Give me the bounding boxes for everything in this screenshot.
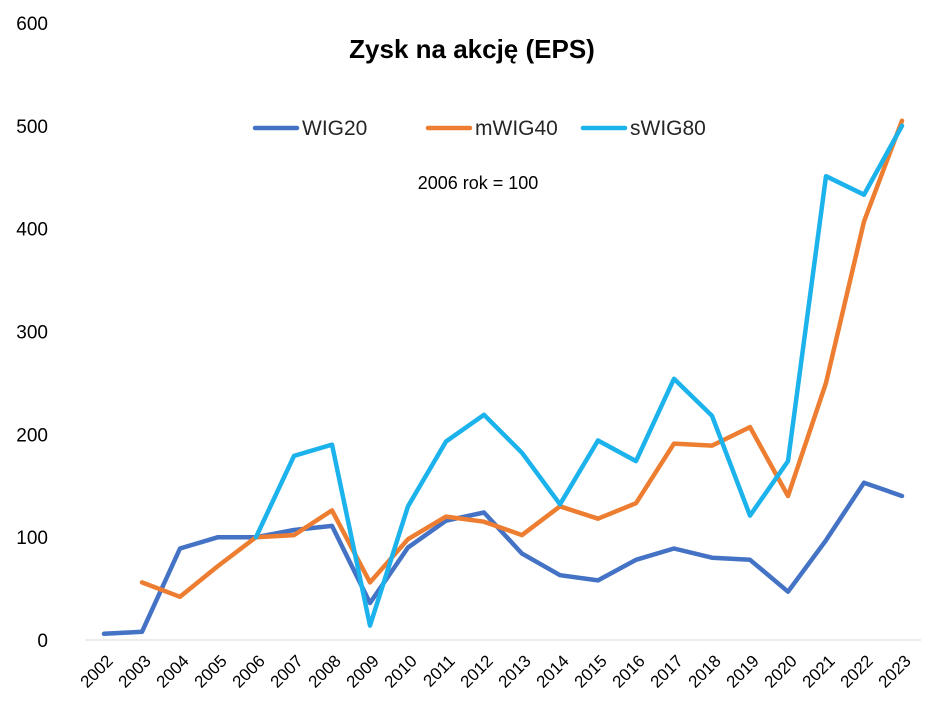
x-tick-label: 2002: [77, 651, 117, 691]
legend-label: sWIG80: [630, 117, 706, 140]
series-line-swig80: [253, 123, 905, 628]
x-tick-label: 2016: [609, 651, 649, 691]
x-tick-label: 2022: [837, 651, 877, 691]
x-tick-label: 2010: [381, 651, 421, 691]
plot-area: [101, 118, 905, 637]
y-tick-label: 400: [16, 220, 48, 241]
series-line-mwig40: [139, 118, 905, 600]
x-tick-label: 2009: [343, 651, 383, 691]
x-tick-label: 2005: [191, 651, 231, 691]
x-tick-label: 2023: [875, 651, 915, 691]
y-tick-label: 300: [16, 323, 48, 344]
x-tick-label: 2014: [533, 651, 573, 691]
y-tick-label: 0: [37, 631, 48, 652]
y-tick-label: 100: [16, 528, 48, 549]
x-tick-label: 2011: [420, 651, 459, 690]
y-tick-label: 200: [16, 425, 48, 446]
x-tick-label: 2017: [647, 651, 687, 691]
x-tick-label: 2013: [495, 651, 535, 691]
x-tick-label: 2007: [267, 651, 307, 691]
x-tick-label: 2003: [115, 651, 155, 691]
series-line-wig20: [101, 480, 905, 637]
legend: WIG20 mWIG40 sWIG80: [252, 117, 706, 140]
x-tick-label: 2018: [685, 651, 725, 691]
x-axis: 2002200320042005200620072008200920102011…: [77, 639, 921, 692]
legend-label: mWIG40: [475, 117, 558, 140]
chart-subtitle: 2006 rok = 100: [418, 173, 539, 193]
legend-label: WIG20: [302, 117, 367, 140]
x-tick-label: 2020: [761, 651, 801, 691]
y-tick-label: 600: [16, 14, 48, 35]
x-tick-label: 2019: [723, 651, 763, 691]
y-tick-label: 500: [16, 117, 48, 138]
chart-title: Zysk na akcję (EPS): [349, 34, 595, 64]
x-tick-label: 2021: [799, 651, 839, 691]
y-axis: 0 100 200 300 400 500 600: [16, 14, 48, 652]
x-tick-label: 2004: [153, 651, 193, 691]
x-tick-label: 2008: [305, 651, 345, 691]
x-tick-label: 2012: [457, 651, 497, 691]
x-tick-label: 2006: [229, 651, 269, 691]
x-tick-label: 2015: [571, 651, 611, 691]
